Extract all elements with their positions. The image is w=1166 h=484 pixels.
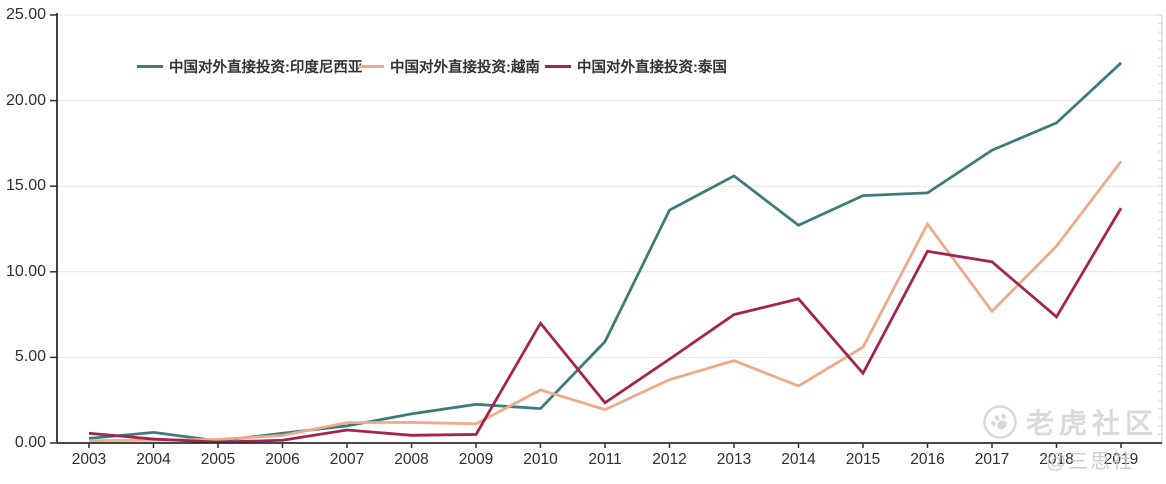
legend-item-0: 中国对外直接投资:印度尼西亚 <box>137 56 362 77</box>
x-axis-label: 2015 <box>845 451 881 468</box>
watermark-community-text: 老虎社区 <box>1026 408 1159 439</box>
x-axis-label: 2014 <box>781 451 816 468</box>
x-axis-label: 2003 <box>71 451 107 468</box>
legend-line-swatch <box>358 65 384 68</box>
x-axis-label: 2016 <box>910 451 945 468</box>
y-axis-label: 0.00 <box>14 434 46 451</box>
x-axis-label: 2006 <box>265 451 300 468</box>
y-axis-label: 5.00 <box>14 348 46 366</box>
legend-label: 中国对外直接投资:泰国 <box>577 60 727 76</box>
x-axis-label: 2012 <box>652 451 687 468</box>
x-axis-label: 2018 <box>1039 451 1074 468</box>
legend-item-2: 中国对外直接投资:泰国 <box>545 56 727 77</box>
x-axis-label: 2010 <box>523 451 558 468</box>
tiger-paw-icon <box>983 405 1017 439</box>
x-axis-label: 2005 <box>200 451 236 468</box>
legend-label: 中国对外直接投资:越南 <box>390 60 540 76</box>
y-axis-label: 10.00 <box>5 262 46 280</box>
x-axis-label: 2008 <box>394 451 429 468</box>
x-axis-label: 2013 <box>716 451 752 468</box>
x-axis-label: 2007 <box>329 451 365 468</box>
legend-item-1: 中国对外直接投资:越南 <box>358 56 540 77</box>
x-axis-label: 2011 <box>588 451 622 468</box>
series-line-2 <box>88 207 1123 444</box>
y-axis-label: 25.00 <box>5 6 46 23</box>
legend-line-swatch <box>137 65 163 68</box>
series-line-0 <box>88 61 1122 443</box>
x-axis-label: 2004 <box>136 451 171 468</box>
watermark-secondary-text: @三思社 <box>1046 451 1135 473</box>
x-axis-label: 2017 <box>974 451 1010 468</box>
x-axis-label: 2009 <box>458 451 494 468</box>
y-axis-label: 20.00 <box>5 91 46 109</box>
x-axis-label: 2019 <box>1103 451 1139 468</box>
series-line-1 <box>88 160 1123 443</box>
watermark-community: 老虎社区 <box>982 402 1158 442</box>
y-axis-label: 15.00 <box>5 177 46 195</box>
legend-label: 中国对外直接投资:印度尼西亚 <box>169 60 363 76</box>
legend-line-swatch <box>545 65 571 68</box>
